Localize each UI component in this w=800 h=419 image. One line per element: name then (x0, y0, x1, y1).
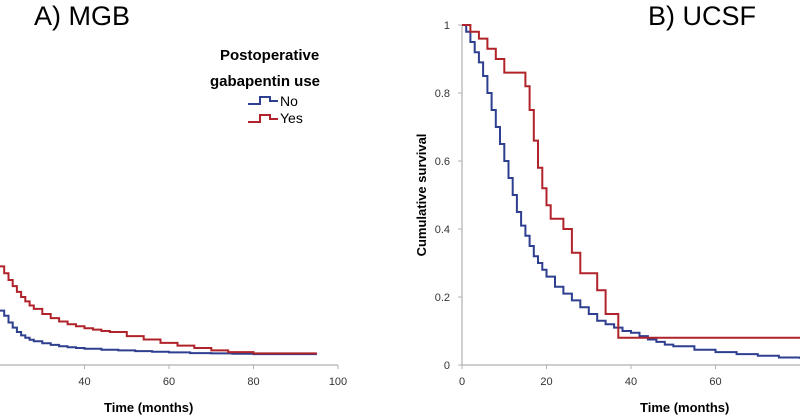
panel-b-y-tick-label: 1 (444, 20, 450, 32)
panel-b-y-ticks: 0 0.2 0.4 0.6 0.8 1 (435, 20, 462, 372)
panel-a-x-tick-label: 80 (247, 376, 259, 388)
legend-yes-label: Yes (280, 110, 303, 126)
legend-title-line1: Postoperative (220, 47, 319, 64)
panel-b-x-tick-label: 40 (625, 376, 637, 388)
panel-b-title: B) UCSF (648, 1, 756, 31)
panel-a-x-tick-label: 60 (163, 376, 175, 388)
panel-b-series-yes-line (462, 24, 800, 339)
panel-a-series (0, 265, 317, 356)
panel-b-series (462, 24, 800, 359)
panel-a-series-yes-line (0, 265, 317, 355)
panel-a-series-no-line (0, 309, 317, 356)
panel-b-x-tick-label: 0 (459, 376, 465, 388)
panel-a-x-ticks: 40 60 80 100 (78, 365, 347, 388)
panel-a: A) MGB 40 60 80 100 Time (months) Postopera… (0, 1, 347, 415)
panel-b-y-tick-label: 0 (444, 360, 450, 372)
panel-b-x-tick-label: 20 (540, 376, 552, 388)
legend: Postoperative gabapentin use No Yes (210, 47, 320, 126)
panel-b-y-label: Cumulative survival (414, 134, 429, 257)
panel-b-y-tick-label: 0.2 (435, 292, 450, 304)
panel-a-x-tick-label: 40 (78, 376, 90, 388)
panel-b-y-tick-label: 0.8 (435, 88, 450, 100)
panel-b-y-tick-label: 0.6 (435, 156, 450, 168)
panel-a-x-label: Time (months) (104, 400, 193, 415)
panel-b-x-tick-label: 60 (709, 376, 721, 388)
panel-a-x-tick-label: 100 (329, 376, 347, 388)
legend-yes-swatch (248, 114, 278, 123)
legend-no-label: No (280, 93, 298, 109)
panel-b-series-no-line (462, 24, 800, 359)
legend-no-swatch (248, 96, 278, 105)
panel-b: B) UCSF 0 0.2 0.4 0.6 0.8 1 0 20 40 60 Cumulativ… (414, 1, 800, 415)
legend-title-line2: gabapentin use (210, 73, 320, 90)
panel-a-title: A) MGB (34, 1, 130, 31)
panel-b-y-tick-label: 0.4 (435, 224, 450, 236)
panel-b-x-ticks: 0 20 40 60 (459, 365, 722, 388)
panel-b-x-label: Time (months) (640, 400, 729, 415)
